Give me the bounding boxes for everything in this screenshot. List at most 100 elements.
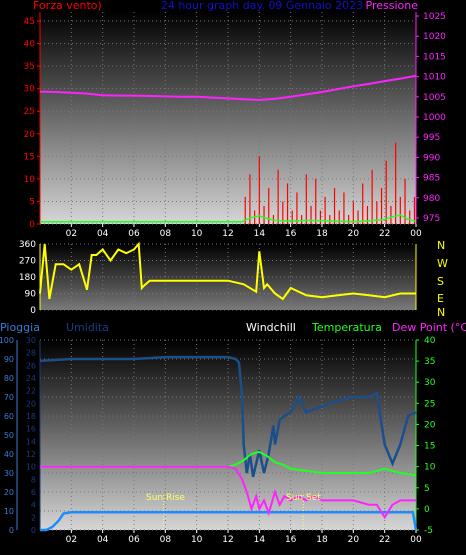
bot-mid-ytick-label: 30 [26,336,36,345]
bot-mid-ytick-label: 14 [26,437,36,446]
bot-right-ytick-label: -5 [424,526,433,536]
bot-left-ytick-label: 90 [4,355,14,364]
bot-mid-ytick-label: 20 [26,399,36,408]
top-xtick-label: 18 [316,229,328,239]
top-xtick-label: 02 [66,229,77,239]
compass-label-n-top: N [437,239,445,252]
bot-left-ytick-label: 30 [4,469,14,478]
bot-mid-ytick-label: 12 [26,450,36,459]
top-xtick-label: 04 [97,229,109,239]
top-left-ytick-label: 15 [24,152,35,162]
top-left-ytick-label: 10 [24,175,36,185]
axes-layer: 0510152025303540459759809859909951000100… [0,12,446,545]
bot-mid-ytick-label: 4 [31,501,36,510]
top-right-ytick-label: 975 [423,214,440,224]
top-xtick-label: 14 [254,229,266,239]
top-right-ytick-label: 1015 [423,52,446,62]
legend-dewpoint: Dew Point (°C) [392,321,466,334]
bot-right-ytick-label: 30 [424,378,436,388]
sunrise-label: Sun Rise [146,493,185,503]
compass-label-e: E [437,292,444,305]
legend-umidita: Umidita [66,321,109,334]
bot-right-ytick-label: 5 [424,484,430,494]
bot-mid-ytick-label: 6 [31,488,36,497]
top-left-ytick-label: 40 [24,40,36,50]
bot-left-ytick-label: 20 [4,488,14,497]
bot-mid-ytick-label: 8 [31,475,36,484]
rain-line [40,511,418,532]
header-center-title: 24 hour graph day. 09 Gennaio 2023 [161,0,363,12]
compass-label-s: S [437,275,444,288]
mid-ytick-label: 180 [19,273,36,283]
top-left-ytick-label: 30 [24,85,36,95]
top-left-ytick-label: 5 [29,197,35,207]
bot-xtick-label: 18 [316,535,328,545]
top-xtick-label: 10 [191,229,203,239]
bot-left-ytick-label: 60 [4,412,14,421]
bot-xtick-label: 04 [97,535,109,545]
top-left-ytick-label: 25 [24,107,35,117]
bot-mid-ytick-label: 28 [26,349,36,358]
bot-right-ytick-label: 0 [424,505,430,515]
avg-wind-line [40,214,417,223]
top-right-ytick-label: 1010 [423,73,446,83]
bot-right-ytick-label: 25 [424,399,435,409]
bot-left-ytick-label: 40 [4,450,14,459]
top-xtick-label: 20 [348,229,360,239]
bot-right-ytick-label: 15 [424,442,435,452]
top-left-ytick-label: 45 [24,17,35,27]
mid-ytick-label: 270 [19,257,36,267]
top-xtick-label: 06 [128,229,140,239]
top-xtick-label: 22 [379,229,390,239]
bot-xtick-label: 12 [222,535,233,545]
pressure-line [39,74,417,102]
legend-windchill: Windchill [246,321,296,334]
bot-right-ytick-label: 20 [424,420,436,430]
bot-xtick-label: 20 [348,535,360,545]
top-xtick-label: 00 [410,229,422,239]
legend-pioggia: Pioggia [0,321,40,334]
bot-right-ytick-label: 10 [424,463,436,473]
bot-mid-ytick-label: 18 [26,412,36,421]
compass-label-w: W [437,257,448,270]
bot-left-ytick-label: 50 [4,431,14,440]
bot-mid-ytick-label: 2 [31,513,36,522]
top-right-ytick-label: 990 [423,153,440,163]
bot-xtick-label: 10 [191,535,203,545]
bot-left-ytick-label: 70 [4,393,14,402]
bot-xtick-label: 22 [379,535,390,545]
sunset-label: Sun Set [286,493,321,503]
top-xtick-label: 12 [222,229,233,239]
top-xtick-label: 08 [160,229,172,239]
mid-ytick-label: 90 [25,290,37,300]
bot-mid-ytick-label: 16 [26,425,36,434]
top-right-ytick-label: 995 [423,133,440,143]
bot-xtick-label: 00 [410,535,422,545]
bot-mid-ytick-label: 26 [26,361,36,370]
compass-label-n-bottom: N [437,306,445,319]
legend-temperatura: Temperatura [311,321,382,334]
top-left-ytick-label: 20 [24,130,36,140]
top-right-ytick-label: 1025 [423,12,446,22]
direction-line [39,241,416,301]
bot-xtick-label: 08 [160,535,172,545]
bot-xtick-label: 02 [66,535,77,545]
bot-mid-ytick-label: 10 [26,463,36,472]
dewpoint-line [40,465,416,520]
top-left-ytick-label: 0 [29,220,35,230]
bot-right-ytick-label: 40 [424,336,436,346]
bot-mid-ytick-label: 0 [31,526,36,535]
bot-mid-ytick-label: 24 [26,374,36,383]
bot-right-ytick-label: 35 [424,357,435,367]
bot-left-ytick-label: 100 [0,336,14,345]
top-left-ytick-label: 35 [24,62,35,72]
bot-xtick-label: 06 [128,535,140,545]
bot-mid-ytick-label: 22 [26,387,36,396]
series-layer [39,74,418,532]
top-right-ytick-label: 1020 [423,32,446,42]
mid-ytick-label: 0 [30,306,36,316]
top-right-ytick-label: 1000 [423,113,446,123]
bot-left-ytick-label: 0 [9,526,14,535]
bot-xtick-label: 14 [254,535,266,545]
